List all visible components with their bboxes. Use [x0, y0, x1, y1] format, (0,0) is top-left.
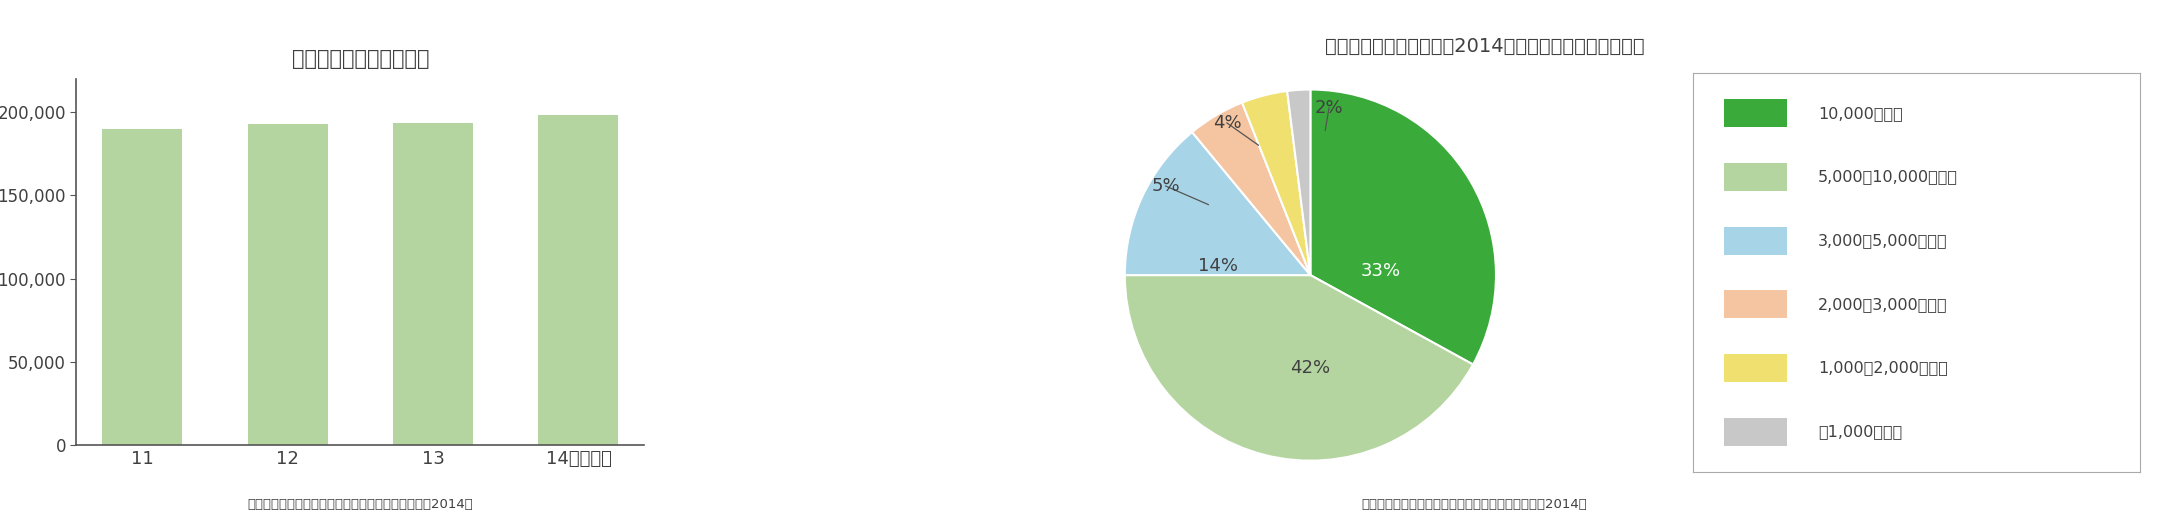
FancyBboxPatch shape — [1723, 354, 1787, 382]
Text: 「美容液価格帯別動向（2014年見込）」（金額ベース）: 「美容液価格帯別動向（2014年見込）」（金額ベース） — [1326, 37, 1645, 56]
Wedge shape — [1192, 103, 1310, 275]
FancyBboxPatch shape — [1723, 418, 1787, 446]
Wedge shape — [1125, 275, 1472, 461]
Text: 5%: 5% — [1151, 177, 1179, 195]
Text: 10,000円以上: 10,000円以上 — [1817, 106, 1902, 121]
Text: 42%: 42% — [1291, 359, 1330, 377]
Text: 33%: 33% — [1361, 263, 1400, 280]
Title: 「美容液市場規模推移」: 「美容液市場規模推移」 — [293, 49, 428, 69]
Bar — [539, 115, 618, 445]
Text: 出典：（株）富士経済「化粧品マーケティング要覧2014」: 出典：（株）富士経済「化粧品マーケティング要覧2014」 — [247, 498, 474, 511]
Text: 3,000～5,000円未満: 3,000～5,000円未満 — [1817, 233, 1948, 248]
Text: 2%: 2% — [1315, 99, 1343, 117]
Wedge shape — [1243, 91, 1310, 275]
Wedge shape — [1125, 132, 1310, 275]
Wedge shape — [1286, 90, 1310, 275]
Text: 1,000～2,000円未満: 1,000～2,000円未満 — [1817, 361, 1948, 376]
Bar — [393, 123, 474, 445]
Text: 出典：（株）富士経済「化粧品マーケティング要覧2014」: 出典：（株）富士経済「化粧品マーケティング要覧2014」 — [1361, 498, 1588, 511]
Text: 4%: 4% — [1212, 114, 1241, 132]
Text: 14%: 14% — [1197, 257, 1238, 275]
FancyBboxPatch shape — [1723, 227, 1787, 255]
FancyBboxPatch shape — [1723, 163, 1787, 191]
Text: 5,000～10,000円未満: 5,000～10,000円未満 — [1817, 169, 1959, 184]
Wedge shape — [1310, 90, 1496, 365]
Text: ～1,000円未満: ～1,000円未満 — [1817, 424, 1902, 439]
Bar — [103, 128, 181, 445]
Bar — [247, 124, 328, 445]
FancyBboxPatch shape — [1723, 99, 1787, 127]
FancyBboxPatch shape — [1723, 290, 1787, 318]
Text: 2,000～3,000円未満: 2,000～3,000円未満 — [1817, 297, 1948, 312]
